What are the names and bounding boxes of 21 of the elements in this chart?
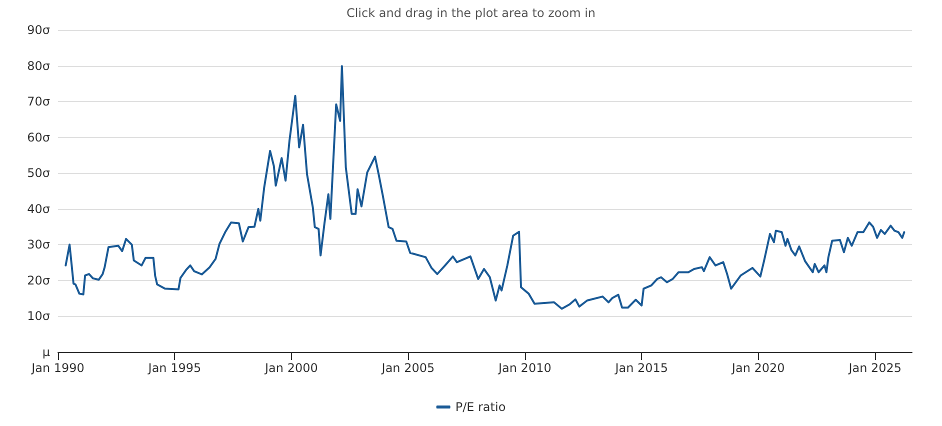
chart-title: Click and drag in the plot area to zoom in xyxy=(346,6,596,20)
y-tick-label: 80σ xyxy=(27,58,50,73)
y-tick-label: 20σ xyxy=(27,273,50,288)
y-tick-label: 70σ xyxy=(27,94,50,109)
x-tick-label: Jan 2015 xyxy=(614,361,668,375)
legend-label: P/E ratio xyxy=(455,400,506,414)
x-tick-label: Jan 2020 xyxy=(730,361,785,375)
x-tick-label: Jan 1990 xyxy=(30,361,84,375)
y-tick-label: 10σ xyxy=(27,309,50,324)
y-tick-label: 90σ xyxy=(27,23,50,37)
y-tick-label: 40σ xyxy=(27,202,50,216)
line-series xyxy=(64,65,906,310)
x-tick-label: Jan 2005 xyxy=(380,361,435,375)
x-tick-label: Jan 1995 xyxy=(147,361,202,375)
y-tick-label: 30σ xyxy=(27,238,50,252)
x-tick-label: Jan 2000 xyxy=(264,361,318,375)
y-tick-label: μ xyxy=(42,345,50,359)
x-tick-label: Jan 2010 xyxy=(497,361,552,375)
y-tick-label: 50σ xyxy=(27,166,50,180)
y-tick-label: 60σ xyxy=(27,130,50,144)
x-tick-label: Jan 2025 xyxy=(848,361,902,375)
